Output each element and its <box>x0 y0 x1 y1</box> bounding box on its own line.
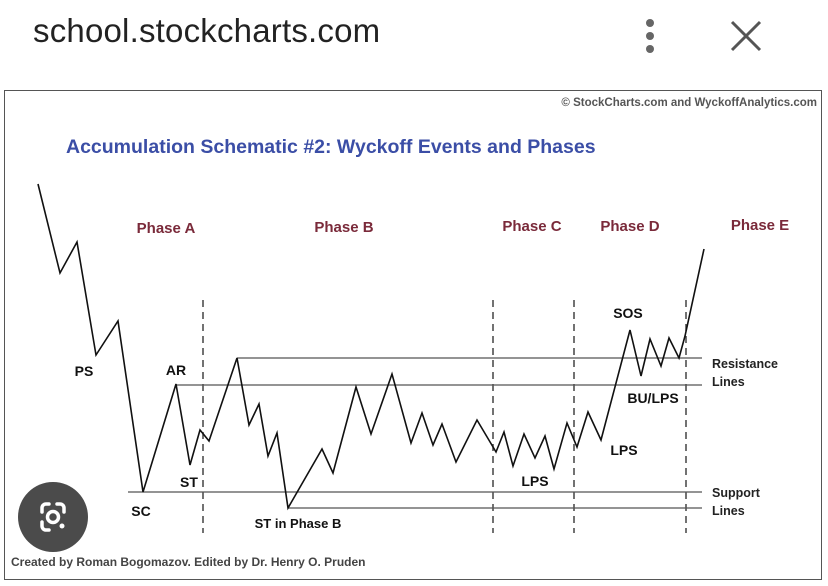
event-sos: SOS <box>613 305 643 321</box>
resistance-label-1: Resistance <box>712 357 778 371</box>
browser-top-bar: school.stockcharts.com <box>0 0 828 80</box>
close-icon[interactable] <box>724 16 768 56</box>
credit-text: Created by Roman Bogomazov. Edited by Dr… <box>11 555 366 569</box>
phase-label-c: Phase C <box>502 218 561 235</box>
price-path <box>37 183 705 511</box>
google-lens-icon <box>40 502 66 532</box>
event-lps-c: LPS <box>521 473 548 489</box>
phase-label-e: Phase E <box>731 217 789 234</box>
event-st: ST <box>180 474 198 490</box>
support-label-2: Lines <box>712 504 745 518</box>
phase-label-d: Phase D <box>600 218 659 235</box>
google-lens-button[interactable] <box>18 482 88 552</box>
event-ar: AR <box>166 362 186 378</box>
event-bu-lps: BU/LPS <box>627 390 678 406</box>
phase-label-a: Phase A <box>137 220 196 237</box>
event-lps-d: LPS <box>610 442 637 458</box>
phase-label-b: Phase B <box>314 219 373 236</box>
diagram-title: Accumulation Schematic #2: Wyckoff Event… <box>66 136 596 158</box>
resistance-label-2: Lines <box>712 375 745 389</box>
event-st-phase-b: ST in Phase B <box>255 516 342 531</box>
site-url[interactable]: school.stockcharts.com <box>33 12 381 49</box>
event-sc: SC <box>131 503 150 519</box>
kebab-menu-icon[interactable] <box>636 16 664 56</box>
copyright-text: © StockCharts.com and WyckoffAnalytics.c… <box>561 97 817 109</box>
support-label-1: Support <box>712 486 761 500</box>
event-ps: PS <box>75 363 94 379</box>
